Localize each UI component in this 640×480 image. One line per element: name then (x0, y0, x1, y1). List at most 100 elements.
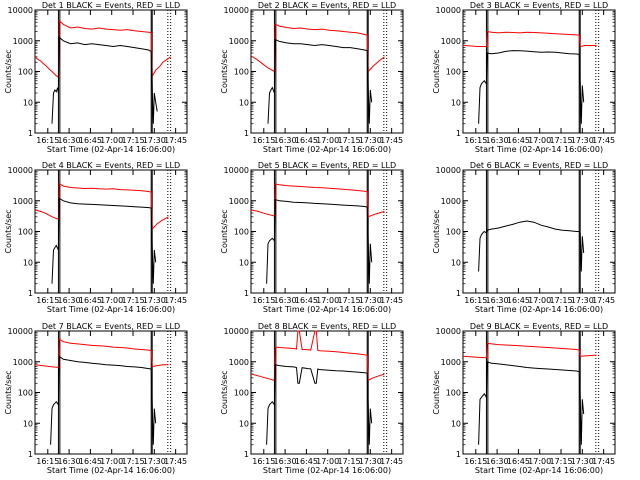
y-tick-label: 100 (446, 389, 461, 398)
x-tick-label: 16:30 (486, 136, 509, 145)
x-tick-label: 17:15 (121, 136, 144, 145)
y-tick-label: 100 (446, 68, 461, 77)
plot-frame (34, 9, 188, 134)
x-tick-label: 16:15 (252, 457, 275, 466)
y-axis-label: Counts/sec (4, 209, 13, 253)
x-tick-label: 16:15 (36, 136, 59, 145)
series-line-black (266, 364, 373, 445)
series-line-black (478, 220, 585, 272)
x-tick-label: 17:30 (359, 136, 382, 145)
y-tick-label: 1000 (441, 358, 461, 367)
chart-panel-3: Det 3 BLACK = Events, RED = LLD 1 10 100 100… (432, 1, 616, 154)
x-tick-label: 17:00 (316, 136, 339, 145)
y-tick-label: 100 (18, 68, 33, 77)
y-tick-label: 10000 (8, 6, 33, 15)
x-tick-label: 17:45 (592, 136, 615, 145)
x-tick-label: 16:30 (486, 457, 509, 466)
x-tick-label: 16:30 (486, 296, 509, 305)
x-axis-label: Start Time (02-Apr-14 16:06:00) (47, 466, 175, 475)
x-tick-label: 16:45 (79, 457, 102, 466)
x-axis-label: Start Time (02-Apr-14 16:06:00) (47, 145, 175, 154)
x-tick-label: 17:00 (100, 457, 123, 466)
y-tick-label: 1000 (229, 358, 249, 367)
y-tick-label: 1 (456, 450, 461, 459)
y-tick-label: 100 (234, 389, 249, 398)
series-line-black (51, 197, 157, 284)
chart-panel-1: Det 1 BLACK = Events, RED = LLD 1 10 100 100… (4, 1, 188, 154)
x-tick-label: 16:30 (58, 136, 81, 145)
series-line-black (50, 355, 157, 445)
x-tick-label: 17:30 (143, 457, 166, 466)
y-tick-label: 10000 (224, 166, 249, 175)
y-tick-label: 1 (244, 450, 249, 459)
x-tick-label: 16:45 (295, 457, 318, 466)
chart-panel-9: Det 9 BLACK = Events, RED = LLD 1 10 100 100… (432, 322, 616, 475)
plot-frame (34, 330, 188, 455)
y-tick-label: 1000 (13, 358, 33, 367)
x-tick-label: 17:45 (380, 296, 403, 305)
x-tick-label: 17:30 (359, 457, 382, 466)
x-tick-label: 16:30 (58, 296, 81, 305)
series-line-black (266, 198, 373, 284)
x-tick-label: 17:15 (337, 136, 360, 145)
x-tick-label: 17:15 (549, 136, 572, 145)
y-tick-label: 1 (244, 129, 249, 138)
y-tick-label: 100 (446, 228, 461, 237)
y-tick-label: 10 (239, 258, 249, 267)
chart-title: Det 9 BLACK = Events, RED = LLD (470, 322, 608, 331)
chart-title: Det 1 BLACK = Events, RED = LLD (42, 1, 180, 10)
chart-panel-8: Det 8 BLACK = Events, RED = LLD 1 10 100 100… (220, 322, 404, 475)
y-tick-label: 1 (244, 289, 249, 298)
x-tick-label: 16:15 (36, 296, 59, 305)
y-tick-label: 1000 (13, 37, 33, 46)
y-axis-label: Counts/sec (220, 209, 229, 253)
x-tick-label: 16:30 (274, 136, 297, 145)
series-line-red (250, 330, 385, 382)
chart-panel-4: Det 4 BLACK = Events, RED = LLD 1 10 100 100… (4, 161, 188, 314)
y-tick-label: 10000 (436, 166, 461, 175)
y-tick-label: 100 (234, 228, 249, 237)
y-tick-label: 10000 (224, 6, 249, 15)
y-tick-label: 1 (456, 289, 461, 298)
x-tick-label: 17:30 (571, 457, 594, 466)
y-tick-label: 10 (451, 98, 461, 107)
plot-frame (250, 330, 404, 455)
series-line-red (250, 183, 385, 218)
y-tick-label: 1 (456, 129, 461, 138)
x-axis-label: Start Time (02-Apr-14 16:06:00) (475, 145, 603, 154)
plot-frame (462, 9, 616, 134)
x-tick-label: 17:15 (337, 296, 360, 305)
x-tick-label: 16:15 (252, 296, 275, 305)
y-tick-label: 100 (234, 68, 249, 77)
x-tick-label: 16:45 (79, 136, 102, 145)
x-tick-label: 17:00 (528, 457, 551, 466)
series-line-red (462, 30, 597, 48)
x-tick-label: 17:15 (121, 296, 144, 305)
chart-title: Det 5 BLACK = Events, RED = LLD (258, 161, 396, 170)
x-tick-label: 17:15 (549, 457, 572, 466)
x-tick-label: 17:00 (528, 136, 551, 145)
x-tick-label: 16:45 (295, 136, 318, 145)
x-tick-label: 17:30 (571, 296, 594, 305)
x-tick-label: 17:30 (143, 296, 166, 305)
x-axis-label: Start Time (02-Apr-14 16:06:00) (47, 305, 175, 314)
y-tick-label: 1 (28, 450, 33, 459)
chart-panel-6: Det 6 BLACK = Events, RED = LLD 1 10 100 100… (432, 161, 616, 314)
x-tick-label: 17:30 (571, 136, 594, 145)
x-tick-label: 16:45 (79, 296, 102, 305)
x-axis-label: Start Time (02-Apr-14 16:06:00) (263, 305, 391, 314)
x-tick-label: 16:45 (295, 296, 318, 305)
series-line-black (267, 38, 373, 124)
series-line-red (250, 23, 385, 73)
y-tick-label: 10000 (224, 327, 249, 336)
x-axis-label: Start Time (02-Apr-14 16:06:00) (475, 305, 603, 314)
x-tick-label: 16:45 (507, 296, 530, 305)
x-tick-label: 17:15 (549, 296, 572, 305)
x-tick-label: 16:45 (507, 457, 530, 466)
x-tick-label: 17:00 (528, 296, 551, 305)
y-tick-label: 1000 (229, 197, 249, 206)
y-axis-label: Counts/sec (220, 49, 229, 93)
x-tick-label: 17:00 (100, 136, 123, 145)
chart-title: Det 7 BLACK = Events, RED = LLD (42, 322, 180, 331)
